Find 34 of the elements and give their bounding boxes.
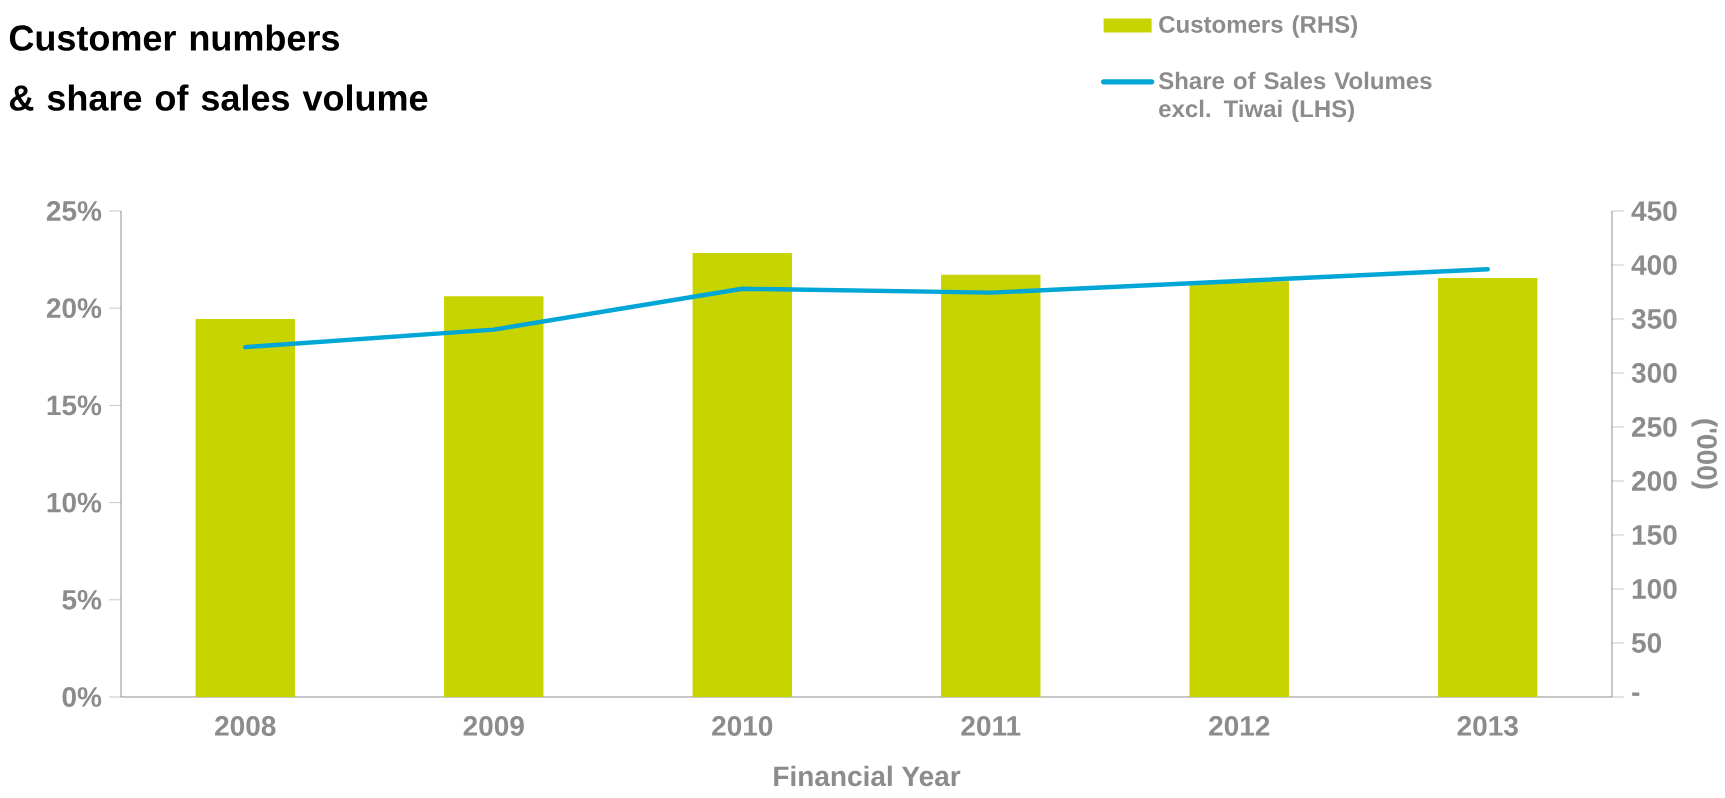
legend-label: Share of Sales Volumes excl. Tiwai (LHS) <box>1158 71 1432 123</box>
y2-tick-label: 300 <box>1631 363 1677 383</box>
y2-tick-label: 250 <box>1632 417 1677 437</box>
y-tick-label: 25% <box>46 201 102 221</box>
y2-tick-label: 150 <box>1632 525 1677 545</box>
x-tick-label: 2010 <box>712 716 773 736</box>
bar <box>692 253 792 697</box>
y2-tick-label: 200 <box>1632 471 1677 491</box>
y-tick-label: 15% <box>47 395 102 416</box>
x-tick-label: 2008 <box>215 716 276 736</box>
y2-tick-label: 50 <box>1631 633 1662 653</box>
x-tick-label: 2012 <box>1209 716 1270 736</box>
bar <box>1189 281 1289 697</box>
bar <box>444 296 544 697</box>
x-axis-title: Financial Year <box>774 765 961 787</box>
y2-tick-label: 450 <box>1631 201 1677 221</box>
line-series <box>243 267 1490 350</box>
y-tick-label: 0% <box>62 687 102 707</box>
y2-tick-label: 400 <box>1631 255 1677 275</box>
bar <box>1438 277 1538 697</box>
x-tick-label: 2009 <box>463 716 524 736</box>
x-tick-label: 2013 <box>1457 716 1518 736</box>
y-tick-label: 5% <box>62 589 102 610</box>
x-tick-label: 2011 <box>961 716 1021 736</box>
y2-tick-label: 100 <box>1632 579 1677 599</box>
y-tick-label: 10% <box>47 492 102 513</box>
y2-tick-label: 350 <box>1631 309 1677 329</box>
y2-tick-label: - <box>1632 692 1640 696</box>
bar <box>941 274 1041 697</box>
chart-title: Customer numbers & share of sales volume <box>9 24 428 111</box>
y-tick-label: 20% <box>46 298 102 319</box>
y2-axis-title: ('000) <box>1691 419 1718 489</box>
bar <box>195 319 295 697</box>
legend-label: Customers (RHS) <box>1159 15 1358 38</box>
